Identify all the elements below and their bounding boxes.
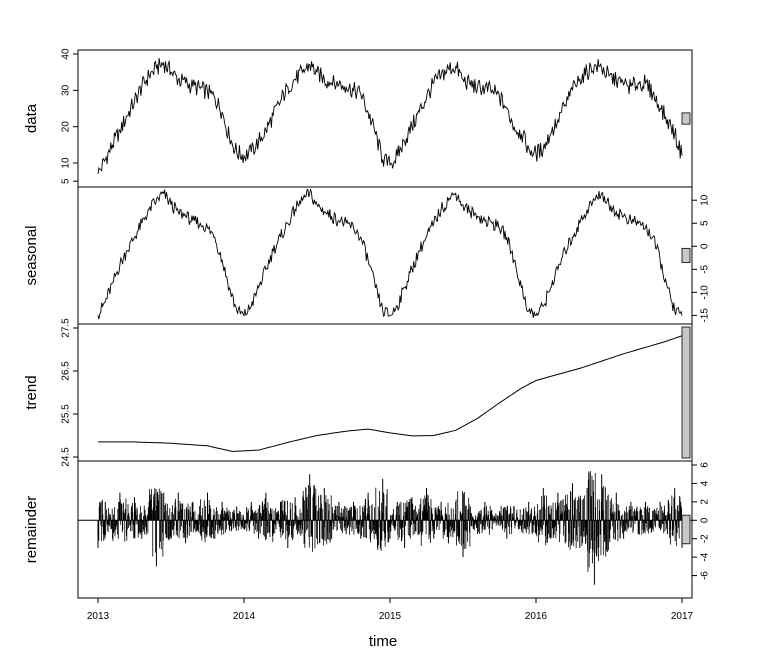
panel-trend: trend 24.5 25.5 26.5 27.5 [23,318,693,467]
x-axis-label: time [369,633,397,650]
y-tick-label: 10 [61,157,72,169]
y-tick-label: 26.5 [61,361,72,381]
y-tick-label: 30 [61,84,72,96]
y-tick-label: -4 [700,552,711,561]
range-bar [681,247,691,264]
panel-data: data 5 10 20 30 40 [23,48,693,188]
y-tick-label: -6 [700,571,711,580]
y-tick-label: 10 [700,194,711,206]
x-tick-label: 2015 [379,611,402,622]
panel-seasonal: seasonal -15 -10 -5 0 5 10 [23,186,711,325]
y-tick-label: -5 [700,264,711,273]
y-tick-label: 20 [61,121,72,133]
y-tick-label: 24.5 [61,447,72,467]
panel-label-seasonal: seasonal [23,225,40,285]
y-tick-label: 5 [61,178,72,184]
x-tick-label: 2016 [525,611,548,622]
panel-frame [77,186,693,325]
panel-remainder: remainder -6 -4 -2 0 2 4 6 [23,460,711,599]
panel-label-remainder: remainder [23,496,40,564]
y-tick-label: 2 [700,499,711,505]
y-tick-label: -2 [700,534,711,543]
series-trend [98,335,683,452]
panel-frame [77,323,693,462]
x-tick-label: 2014 [233,611,256,622]
series-remainder [97,471,683,585]
panel-label-data: data [23,103,40,133]
x-axis: 2013 2014 2015 2016 2017 [87,598,694,622]
y-tick-label: 0 [700,243,711,249]
y-tick-label: 40 [61,48,72,60]
y-tick-label: -10 [700,285,711,300]
x-tick-label: 2017 [671,611,694,622]
panel-frame [77,460,693,599]
y-tick-label: 0 [700,517,711,523]
range-bar [681,326,691,459]
y-tick-label: 4 [700,480,711,486]
y-tick-label: -15 [700,308,711,323]
y-tick-label: 5 [700,220,711,226]
panels-layer: data510203040seasonal-15-10-50510trend24… [23,48,711,599]
series-seasonal [97,188,683,320]
range-bar [681,112,691,125]
y-tick-label: 27.5 [61,318,72,338]
y-tick-label: 6 [700,462,711,468]
x-tick-label: 2013 [87,611,110,622]
series-data [97,57,683,174]
panel-label-trend: trend [23,375,40,409]
range-bar [681,514,691,545]
y-tick-label: 25.5 [61,404,72,424]
